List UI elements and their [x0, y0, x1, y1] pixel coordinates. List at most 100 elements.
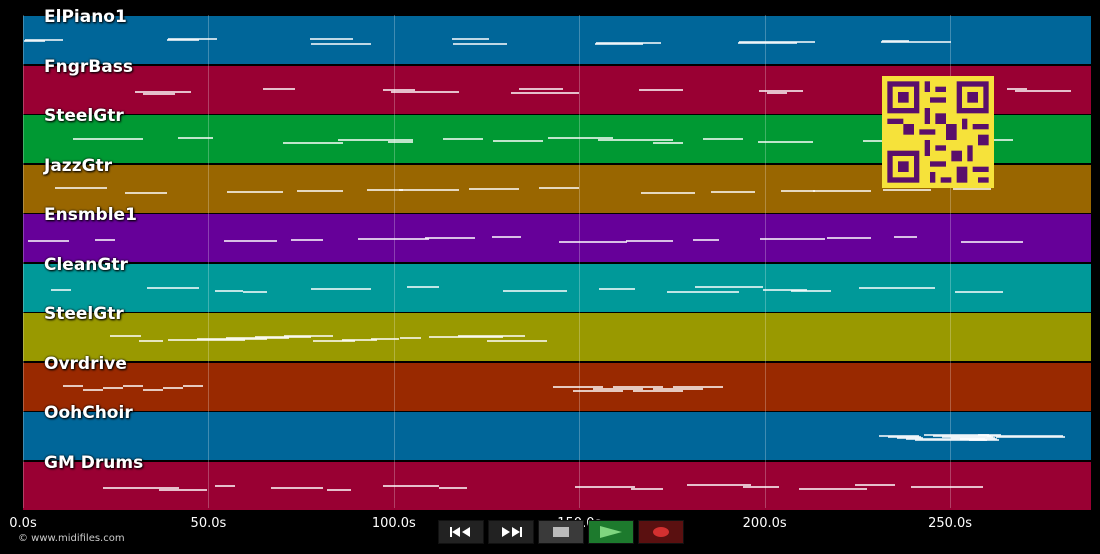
- track-lane[interactable]: OohChoir: [23, 403, 1091, 460]
- note-mark: [224, 240, 277, 242]
- note-mark: [791, 289, 831, 292]
- note-mark: [215, 289, 243, 292]
- note-mark: [443, 138, 483, 140]
- track-label: GM Drums: [44, 452, 144, 473]
- play-button[interactable]: [588, 520, 634, 544]
- note-mark: [63, 384, 83, 387]
- note-mark: [25, 39, 63, 41]
- note-mark: [342, 339, 377, 341]
- note-mark: [883, 188, 931, 191]
- note-mark: [135, 90, 191, 93]
- note-mark: [711, 190, 755, 193]
- track-label: OohChoir: [44, 403, 133, 423]
- note-mark: [291, 239, 323, 241]
- note-mark: [942, 436, 993, 438]
- note-mark: [425, 237, 475, 239]
- track-lane[interactable]: GM Drums: [23, 453, 1091, 510]
- track-lane[interactable]: ElPiano1: [23, 7, 1091, 64]
- note-mark: [738, 42, 797, 44]
- note-mark: [596, 42, 661, 44]
- note-mark: [147, 286, 199, 289]
- note-mark: [813, 189, 871, 192]
- note-mark: [760, 238, 825, 240]
- note-mark: [639, 88, 683, 91]
- track-label: SteelGtr: [44, 106, 124, 126]
- track-lane[interactable]: SteelGtr: [23, 304, 1091, 361]
- note-mark: [767, 91, 787, 94]
- note-mark: [897, 437, 923, 439]
- note-mark: [400, 337, 421, 339]
- record-button[interactable]: [638, 520, 684, 544]
- note-mark: [311, 287, 371, 290]
- track-label: JazzGtr: [44, 155, 113, 176]
- note-mark: [493, 140, 543, 142]
- note-mark: [573, 389, 623, 392]
- note-mark: [855, 483, 895, 486]
- note-mark: [673, 385, 723, 388]
- note-mark: [1007, 87, 1027, 90]
- note-mark: [103, 386, 123, 389]
- note-mark: [183, 384, 203, 387]
- track-lane[interactable]: Ensmble1: [23, 205, 1091, 262]
- note-mark: [799, 487, 867, 490]
- note-mark: [595, 43, 643, 45]
- fast-forward-button[interactable]: [488, 520, 534, 544]
- note-mark: [743, 485, 779, 488]
- note-mark: [255, 336, 311, 338]
- note-mark: [881, 41, 951, 43]
- note-mark: [358, 238, 429, 240]
- note-mark: [453, 43, 507, 45]
- time-tick-label: 100.0s: [371, 516, 416, 531]
- note-mark: [227, 190, 283, 193]
- track-label: CleanGtr: [44, 254, 128, 275]
- note-mark: [95, 239, 115, 241]
- note-mark: [367, 188, 403, 191]
- note-mark: [439, 486, 467, 489]
- note-mark: [503, 289, 567, 292]
- note-mark: [168, 339, 245, 341]
- note-mark: [933, 435, 991, 437]
- note-mark: [83, 388, 103, 391]
- note-mark: [429, 336, 503, 338]
- track-label: ElPiano1: [44, 7, 127, 27]
- record-icon: [653, 527, 669, 537]
- copyright-text: © www.midifiles.com: [18, 533, 125, 544]
- track-lane[interactable]: Ovrdrive: [23, 354, 1091, 411]
- note-mark: [987, 435, 1063, 437]
- note-mark: [553, 385, 603, 388]
- note-mark: [915, 439, 987, 441]
- time-tick-label: 200.0s: [742, 516, 787, 531]
- note-mark: [383, 484, 439, 487]
- note-mark: [388, 141, 413, 143]
- note-mark: [469, 187, 519, 190]
- track-label: Ovrdrive: [44, 353, 127, 374]
- rewind-button[interactable]: [438, 520, 484, 544]
- note-mark: [653, 387, 703, 390]
- time-tick-label: 250.0s: [928, 516, 973, 531]
- note-mark: [123, 384, 143, 387]
- note-mark: [763, 288, 807, 291]
- note-mark: [695, 285, 763, 288]
- note-mark: [271, 486, 323, 489]
- note-mark: [511, 91, 579, 94]
- rewind-icon: [450, 527, 470, 537]
- note-mark: [407, 285, 439, 288]
- note-mark: [283, 142, 343, 144]
- note-mark: [28, 240, 69, 242]
- note-mark: [310, 38, 353, 40]
- note-mark: [167, 39, 199, 41]
- note-mark: [575, 485, 635, 488]
- stop-button[interactable]: [538, 520, 584, 544]
- note-mark: [641, 191, 695, 194]
- note-mark: [24, 40, 45, 42]
- gridline: [393, 15, 395, 508]
- note-mark: [519, 87, 563, 90]
- note-mark: [1015, 89, 1071, 92]
- note-mark: [758, 141, 813, 143]
- track-lane[interactable]: CleanGtr: [23, 255, 1091, 312]
- fast-forward-icon: [502, 527, 522, 537]
- note-mark: [399, 188, 459, 191]
- gridline: [579, 15, 581, 508]
- note-mark: [263, 87, 295, 90]
